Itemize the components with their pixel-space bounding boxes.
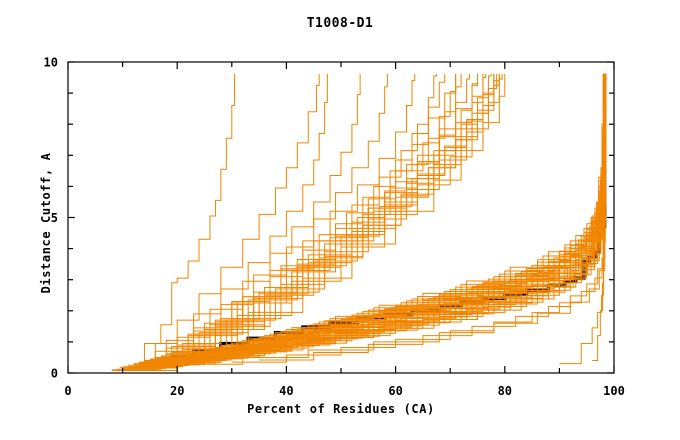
prediction-curve	[138, 73, 462, 363]
prediction-curve	[188, 73, 506, 349]
prediction-curve	[166, 73, 495, 355]
prediction-curve	[144, 73, 361, 362]
prediction-curve	[171, 73, 606, 359]
prediction-curve	[259, 73, 607, 361]
x-tick-label: 100	[603, 384, 625, 398]
series-layer	[111, 73, 607, 372]
prediction-curve	[138, 73, 328, 363]
prediction-curve	[188, 73, 606, 355]
prediction-curve	[149, 73, 492, 362]
x-tick-label: 20	[170, 384, 184, 398]
x-tick-label: 80	[498, 384, 512, 398]
prediction-curve	[149, 73, 388, 360]
prediction-curve	[155, 73, 495, 358]
prediction-curve	[119, 73, 236, 368]
prediction-curve	[122, 73, 457, 368]
prediction-curve	[188, 73, 606, 357]
x-tick-label: 60	[388, 384, 402, 398]
y-tick-label: 10	[44, 56, 58, 70]
axes-layer: 0 20 40 60 80 100 0 5 10	[44, 56, 625, 399]
y-tick-label: 0	[51, 367, 58, 381]
prediction-curve	[138, 73, 606, 368]
prediction-curve	[128, 73, 606, 369]
x-tick-label: 40	[279, 384, 293, 398]
y-tick-label: 5	[51, 211, 58, 225]
prediction-curve	[128, 73, 446, 366]
prediction-curve	[144, 73, 487, 362]
prediction-curve	[149, 73, 606, 365]
prediction-curve	[177, 73, 606, 360]
prediction-curve	[193, 73, 606, 353]
prediction-curve	[171, 73, 495, 353]
prediction-curve	[592, 73, 607, 362]
prediction-curve	[119, 73, 606, 370]
prediction-curve	[133, 73, 606, 369]
prediction-curve	[199, 73, 606, 352]
x-tick-label: 0	[64, 384, 71, 398]
prediction-curve	[133, 73, 320, 365]
page-title: T1008-D1	[306, 16, 374, 31]
prediction-curve	[231, 73, 607, 363]
prediction-curve	[204, 73, 606, 351]
prediction-curve	[111, 73, 606, 372]
x-axis-label: Percent of Residues (CA)	[247, 402, 435, 416]
